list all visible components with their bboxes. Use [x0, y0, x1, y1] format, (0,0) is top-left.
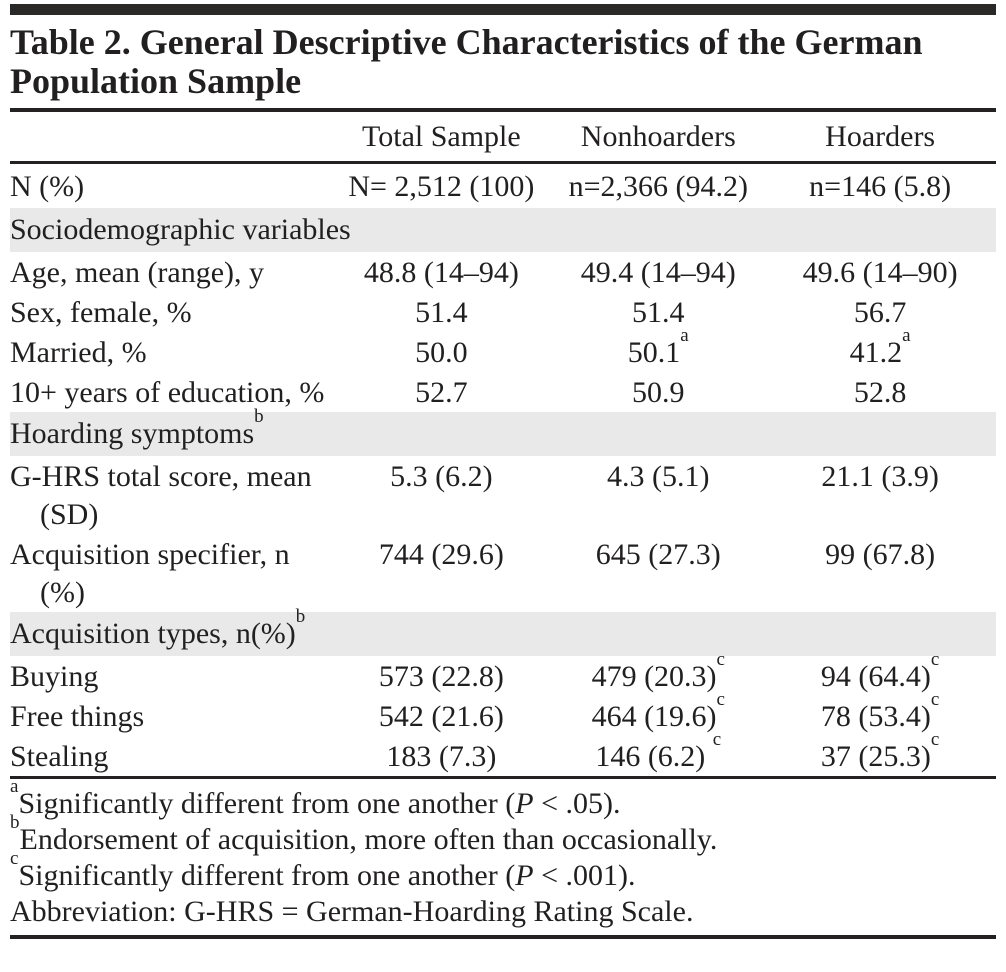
bottom-rule — [10, 935, 996, 939]
footnote-a: aSignificantly different from one anothe… — [10, 776, 621, 820]
table-row-buying: Buying 573 (22.8) 479 (20.3)c 94 (64.4)c — [10, 649, 996, 696]
row-label: Married, % — [10, 336, 147, 369]
data-cell: 37 (25.3)c — [820, 729, 940, 773]
title-rule — [10, 108, 996, 112]
table-row-education: 10+ years of education, % 52.7 50.9 52.8 — [10, 372, 996, 412]
table-row-stealing: Stealing 183 (7.3) 146 (6.2) c 37 (25.3)… — [10, 729, 996, 776]
data-cell: n=146 (5.8) — [809, 170, 952, 203]
footnote-b: bEndorsement of acquisition, more often … — [10, 812, 718, 856]
data-cell: n=2,366 (94.2) — [568, 170, 748, 203]
data-cell: 573 (22.8) — [378, 660, 504, 693]
data-cell: 4.3 (5.1) — [607, 460, 710, 493]
row-label: 10+ years of education, % — [10, 376, 325, 409]
data-cell: 41.2a — [849, 325, 911, 369]
column-header-nonhoarders: Nonhoarders — [552, 114, 765, 164]
data-cell: 50.1a — [627, 325, 689, 369]
section-row-sociodemographic: Sociodemographic variables — [10, 208, 996, 252]
data-cell: 50.9 — [632, 376, 685, 409]
data-cell: 78 (53.4)c — [820, 689, 940, 733]
table-bottom-rule — [10, 776, 996, 779]
data-cell: 49.6 (14–90) — [802, 256, 958, 289]
data-cell: 183 (7.3) — [386, 740, 497, 773]
data-cell: 56.7 — [853, 296, 907, 329]
section-header: Sociodemographic variables — [10, 208, 996, 252]
row-label: Sex, female, % — [10, 296, 192, 329]
top-rule — [10, 4, 996, 15]
data-cell: 94 (64.4)c — [820, 649, 940, 693]
section-header: Hoarding symptomsb — [10, 407, 996, 456]
data-cell: 464 (19.6)c — [591, 689, 725, 733]
footnote-c: cSignificantly different from one anothe… — [10, 848, 636, 892]
table-title: Table 2. General Descriptive Characteris… — [10, 22, 923, 101]
descriptive-characteristics-table: Total Sample Nonhoarders Hoarders N (%) … — [10, 114, 996, 776]
data-cell: 645 (27.3) — [595, 538, 721, 571]
data-cell: 49.4 (14–94) — [580, 256, 736, 289]
column-header-row: Total Sample Nonhoarders Hoarders — [10, 114, 996, 164]
data-cell: 21.1 (3.9) — [821, 460, 939, 493]
data-cell: 542 (21.6) — [378, 700, 504, 733]
column-header-total-sample: Total Sample — [330, 114, 553, 164]
column-header-hoarders: Hoarders — [764, 114, 996, 164]
data-cell: 51.4 — [415, 296, 468, 329]
data-cell: N= 2,512 (100) — [348, 170, 535, 203]
row-label: Acquisition specifier, n (%) — [10, 538, 290, 609]
section-row-hoarding-symptoms: Hoarding symptomsb — [10, 407, 996, 456]
data-cell: 99 (67.8) — [825, 538, 936, 571]
row-label: Free things — [10, 700, 145, 733]
row-label: Age, mean (range), y — [10, 256, 265, 289]
data-cell: 51.4 — [632, 296, 685, 329]
table-row-sex-female: Sex, female, % 51.4 51.4 56.7 — [10, 292, 996, 332]
table-row-ghrs-total: G-HRS total score, mean (SD) 5.3 (6.2) 4… — [10, 456, 996, 534]
row-label: Stealing — [10, 740, 109, 773]
data-cell: 48.8 (14–94) — [363, 256, 519, 289]
data-cell: 479 (20.3)c — [591, 649, 725, 693]
table-row-acquisition-specifier: Acquisition specifier, n (%) 744 (29.6) … — [10, 534, 996, 612]
row-label: Buying — [10, 660, 99, 693]
data-cell: 50.0 — [415, 336, 468, 369]
section-row-acquisition-types: Acquisition types, n(%)b — [10, 607, 996, 656]
table-row-age: Age, mean (range), y 48.8 (14–94) 49.4 (… — [10, 252, 996, 292]
table-row-married: Married, % 50.0 50.1a 41.2a — [10, 325, 996, 372]
data-cell: 146 (6.2) c — [595, 729, 722, 773]
table-row-free-things: Free things 542 (21.6) 464 (19.6)c 78 (5… — [10, 689, 996, 736]
data-cell: 5.3 (6.2) — [390, 460, 493, 493]
data-cell: 744 (29.6) — [378, 538, 504, 571]
row-label: G-HRS total score, mean (SD) — [10, 460, 312, 531]
data-cell: 52.8 — [853, 376, 907, 409]
row-label: N (%) — [10, 170, 85, 203]
footnotes-block: aSignificantly different from one anothe… — [10, 776, 996, 930]
footnote-abbreviation: Abbreviation: G-HRS = German-Hoarding Ra… — [10, 895, 694, 928]
section-header: Acquisition types, n(%)b — [10, 607, 996, 656]
column-header-blank — [10, 114, 331, 164]
data-cell: 52.7 — [415, 376, 468, 409]
table-row-n-percent: N (%) N= 2,512 (100) n=2,366 (94.2) n=14… — [10, 163, 996, 209]
